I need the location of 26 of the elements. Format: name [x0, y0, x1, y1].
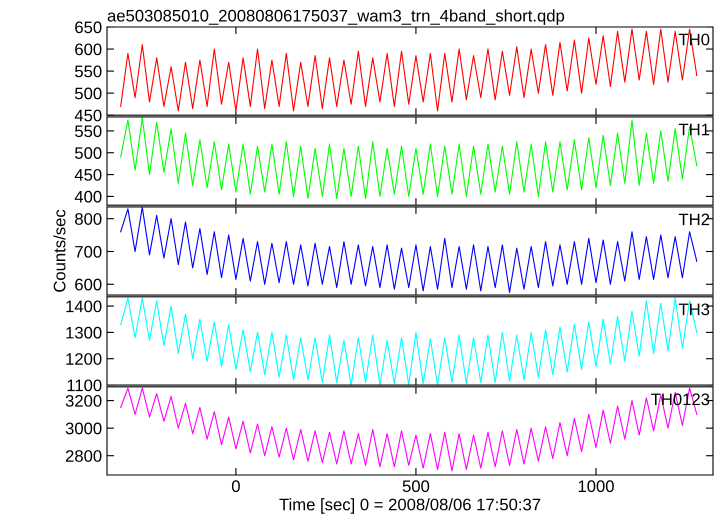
y-tick-label: 500 — [75, 88, 102, 100]
x-tick-label: 1000 — [578, 480, 614, 492]
y-tick-label: 450 — [74, 168, 102, 181]
y-tick-label: 1200 — [66, 353, 102, 365]
y-tick-label: 450 — [74, 110, 102, 122]
x-axis-title: Time [sec] 0 = 2008/08/06 17:50:37 — [279, 498, 540, 514]
y-tick-label: 400 — [74, 190, 102, 203]
y-tick-label: 550 — [75, 65, 102, 78]
y-tick-label: 1400 — [66, 300, 102, 312]
y-tick-label: 1300 — [66, 326, 102, 339]
y-tick-label: 500 — [75, 147, 102, 159]
chart-title: ae503085010_20080806175037_wam3_trn_4band_short.qdp — [108, 9, 564, 25]
y-tick-label: 3000 — [66, 422, 102, 434]
y-tick-label: 600 — [75, 43, 102, 56]
series-label: TH2 — [678, 214, 710, 226]
x-tick-label: 500 — [402, 480, 430, 492]
y-tick-label: 800 — [75, 213, 102, 225]
y-tick-label: 2800 — [66, 450, 102, 462]
y-tick-label: 1100 — [68, 379, 102, 392]
y-tick-label: 600 — [75, 278, 102, 290]
x-tick-label: 0 — [232, 480, 240, 492]
y-tick-label: 700 — [75, 246, 102, 258]
y-tick-label: 650 — [75, 21, 102, 34]
y-axis-title: Counts/sec — [53, 210, 66, 292]
y-tick-label: 550 — [75, 125, 102, 138]
y-tick-label: 3200 — [66, 394, 102, 407]
